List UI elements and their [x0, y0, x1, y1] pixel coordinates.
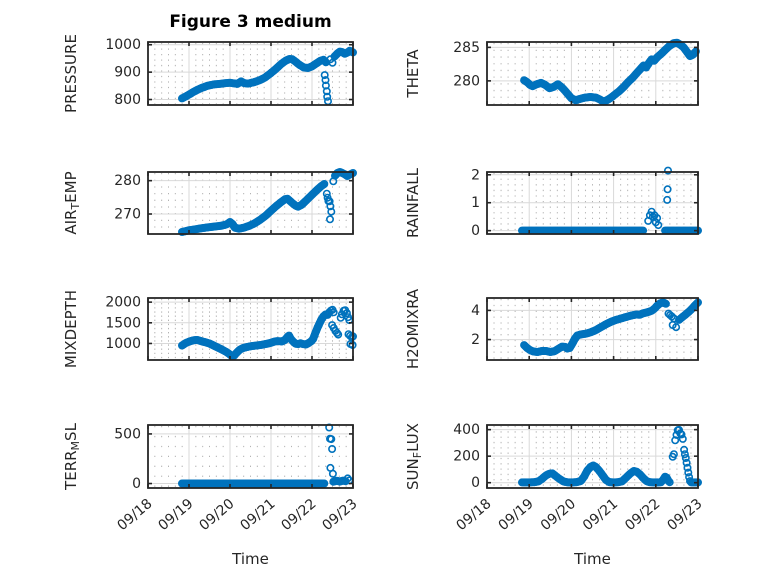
axis-ticks	[486, 298, 699, 360]
y-tick-label: 2	[471, 167, 480, 183]
data-markers	[178, 168, 357, 237]
y-tick-label: 280	[114, 173, 141, 189]
data-markers	[178, 46, 357, 106]
y-tick-label: 1000	[105, 37, 141, 53]
y-tick-label: 900	[114, 65, 141, 81]
data-markers	[178, 423, 354, 488]
x-tick-label: 09/18	[114, 496, 155, 534]
x-tick-label: 09/19	[155, 496, 196, 534]
y-tick-label: 200	[453, 449, 480, 465]
y-axis-label-rainfall: RAINFALL	[404, 167, 422, 238]
y-tick-label: 4	[471, 303, 480, 319]
x-tick-label: 09/22	[622, 496, 663, 534]
x-axis-title-right: Time	[574, 550, 611, 568]
y-tick-label: 1500	[105, 315, 141, 331]
x-tick-label: 09/23	[319, 496, 360, 534]
figure-title: Figure 3 medium	[169, 12, 332, 32]
y-axis-label-h2omixra: H2OMIXRA	[404, 288, 422, 369]
x-tick-label: 09/23	[664, 496, 705, 534]
subplot-pressure: 800 900 1000 PRESSURE	[62, 34, 357, 113]
grid-major	[487, 425, 698, 488]
y-tick-label: 0	[471, 475, 480, 491]
axes-border	[486, 41, 699, 106]
axes-border	[147, 297, 354, 361]
axis-ticks	[147, 298, 354, 360]
x-tick-label: 09/19	[496, 496, 537, 534]
axis-ticks	[147, 42, 354, 105]
subplot-theta: 280 285 THETA	[404, 38, 700, 106]
axes-border	[147, 171, 354, 235]
subplot-h2omixra: 2 4 H2OMIXRA	[404, 288, 702, 369]
y-tick-label: 800	[114, 92, 141, 108]
y-axis-label-air-temp: AIRTEMP	[62, 171, 82, 234]
y-tick-label: 280	[453, 73, 480, 89]
y-tick-label: 1000	[105, 336, 141, 352]
data-markers	[520, 38, 700, 106]
axis-ticks	[147, 425, 354, 488]
subplot-rainfall: 0 1 2 RAINFALL	[404, 166, 702, 239]
subplot-mixdepth: 1000 1500 2000 MIXDEPTH	[62, 290, 357, 368]
y-tick-label: 0	[471, 223, 480, 239]
axes-border	[486, 297, 699, 361]
y-tick-label: 0	[132, 476, 141, 492]
x-axis-title-left: Time	[232, 550, 269, 568]
x-tick-label: 09/21	[580, 496, 621, 534]
axis-ticks	[147, 172, 354, 234]
y-tick-label: 1	[471, 195, 480, 211]
subplot-terr-msl: 0 500 TERRMSL 09/18 09/19 09/20 09/21 09/22 09/2…	[62, 422, 361, 534]
y-tick-label: 400	[453, 422, 480, 438]
y-axis-label-theta: THETA	[404, 49, 422, 99]
grid-minor	[154, 426, 347, 487]
axis-ticks	[486, 42, 699, 105]
axis-ticks	[486, 172, 699, 234]
axes-border	[147, 424, 354, 489]
x-tick-label: 09/18	[453, 496, 494, 534]
data-markers	[178, 305, 357, 361]
x-tick-label: 09/22	[278, 496, 319, 534]
subplot-sun-flux: 0 200 400 SUNFLUX 09/18 09/19 09/20 09/21 09/22 0…	[404, 422, 706, 534]
subplot-air-temp: 270 280 AIRTEMP	[62, 168, 357, 237]
y-axis-label-mixdepth: MIXDEPTH	[62, 290, 80, 368]
x-tick-label: 09/20	[538, 496, 579, 534]
y-axis-label-sun-flux: SUNFLUX	[404, 423, 424, 490]
x-tick-label: 09/20	[196, 496, 237, 534]
y-axis-label-pressure: PRESSURE	[62, 34, 80, 113]
y-tick-label: 2	[471, 332, 480, 348]
y-tick-label: 270	[114, 207, 141, 223]
y-tick-label: 500	[114, 426, 141, 442]
axis-ticks	[486, 425, 699, 488]
y-tick-label: 285	[453, 40, 480, 56]
y-tick-label: 2000	[105, 295, 141, 311]
axes-border	[147, 41, 354, 106]
x-tick-label: 09/21	[237, 496, 278, 534]
y-axis-label-terr-msl: TERRMSL	[62, 422, 82, 491]
